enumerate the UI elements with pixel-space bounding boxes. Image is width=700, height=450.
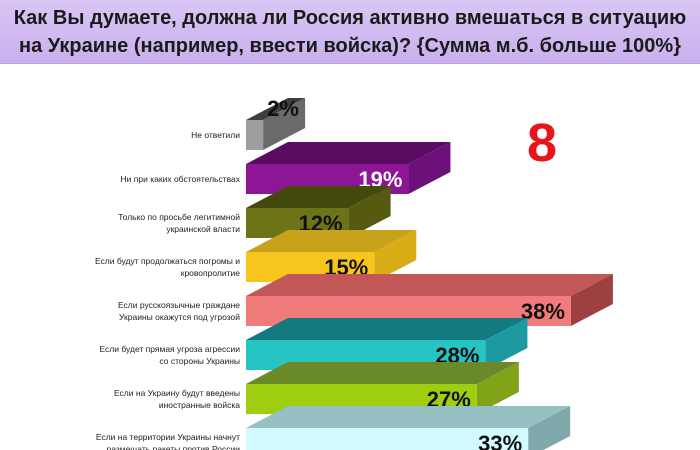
category-label: Если на территории Украины начнут (96, 432, 240, 442)
category-label: иностранные войска (159, 400, 240, 410)
bar-side-face (476, 362, 519, 414)
bar-side-face (263, 98, 306, 150)
chart-title-box: Как Вы думаете, должна ли Россия активно… (0, 0, 700, 64)
category-label: Если на Украину будут введены (114, 388, 240, 398)
chart-title-line-2: на Украине (например, ввести войска)? {С… (18, 35, 681, 57)
category-label: Только по просьбе легитимной (118, 212, 240, 222)
bar-value-label: 2% (267, 96, 299, 121)
category-label: кровопролитие (181, 268, 241, 278)
bar-top-face (246, 142, 451, 164)
category-label: Ни при каких обстоятельствах (121, 174, 241, 184)
slide-number-badge: 8 (527, 113, 558, 173)
bar (246, 120, 264, 150)
category-label: Украины окажутся под угрозой (119, 312, 240, 322)
bar-group: 38% Если русскоязычные граждане Украины ок… (118, 274, 613, 326)
bar-value-label: 33% (478, 431, 522, 450)
bar (246, 428, 529, 450)
chart-title-line-1: Как Вы думаете, должна ли Россия активно… (13, 7, 687, 29)
category-label: украинской власти (166, 224, 240, 234)
category-label: Если русскоязычные граждане (118, 300, 240, 310)
bar-value-label: 38% (521, 299, 565, 324)
bar-side-face (348, 186, 391, 238)
bar-side-face (374, 230, 417, 282)
bar-side-face (485, 318, 528, 370)
category-label: Не ответили (191, 130, 240, 140)
bar-top-face (246, 318, 528, 340)
category-label: Если будут продолжаться погромы и (95, 256, 240, 266)
bar-side-face (570, 274, 613, 326)
category-label: Если будет прямая угроза агрессии (99, 344, 240, 354)
category-label: размещать ракеты против России (106, 444, 240, 450)
bar-group: 19%Ни при каких обстоятельствах (121, 142, 451, 194)
bar-top-face (246, 186, 391, 208)
bar-side-face (408, 142, 451, 194)
bar-top-face (246, 274, 613, 296)
category-label: со стороны Украины (159, 356, 240, 366)
bar-top-face (246, 362, 519, 384)
bar-group: 2% Не ответили (191, 96, 306, 150)
bar-top-face (246, 230, 417, 252)
bar-side-face (528, 406, 571, 450)
bar-top-face (246, 98, 306, 120)
bar-top-face (246, 406, 571, 428)
bar-group: 33% Если на территории Украины начнут разм… (96, 406, 571, 450)
